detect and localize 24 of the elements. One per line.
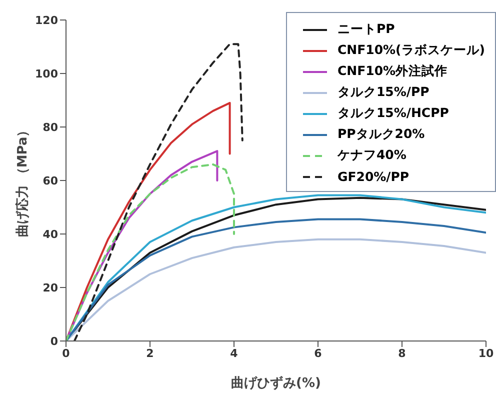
y-tick-label: 60 [42, 174, 58, 188]
y-tick-label: 100 [35, 67, 58, 80]
x-tick-label: 10 [478, 346, 494, 360]
y-tick-label: 40 [42, 228, 58, 241]
x-tick-label: 4 [230, 346, 238, 360]
y-tick-label: 120 [35, 14, 58, 27]
legend-label: CNF10%(ラボスケール) [337, 42, 485, 59]
legend-label: ケナフ40% [337, 147, 406, 164]
legend-label: ニートPP [337, 21, 395, 38]
x-tick-label: 8 [398, 346, 406, 360]
x-tick-label: 2 [146, 346, 154, 360]
legend-label: PPタルク20% [337, 126, 425, 143]
legend-label: CNF10%外注試作 [337, 63, 448, 80]
y-axis-title: 曲げ応力 （MPa） [14, 124, 31, 238]
legend-label: GF20%/PP [337, 169, 410, 184]
x-axis-title: 曲げひずみ(%) [231, 375, 321, 391]
y-tick-label: 20 [42, 281, 58, 294]
legend-label: タルク15%/HCPP [337, 105, 449, 122]
legend-label: タルク15%/PP [337, 84, 430, 101]
y-tick-label: 0 [50, 334, 58, 348]
x-tick-label: 0 [62, 346, 70, 360]
y-tick-label: 80 [42, 120, 58, 134]
line-series [66, 163, 235, 341]
x-tick-label: 6 [314, 346, 322, 360]
